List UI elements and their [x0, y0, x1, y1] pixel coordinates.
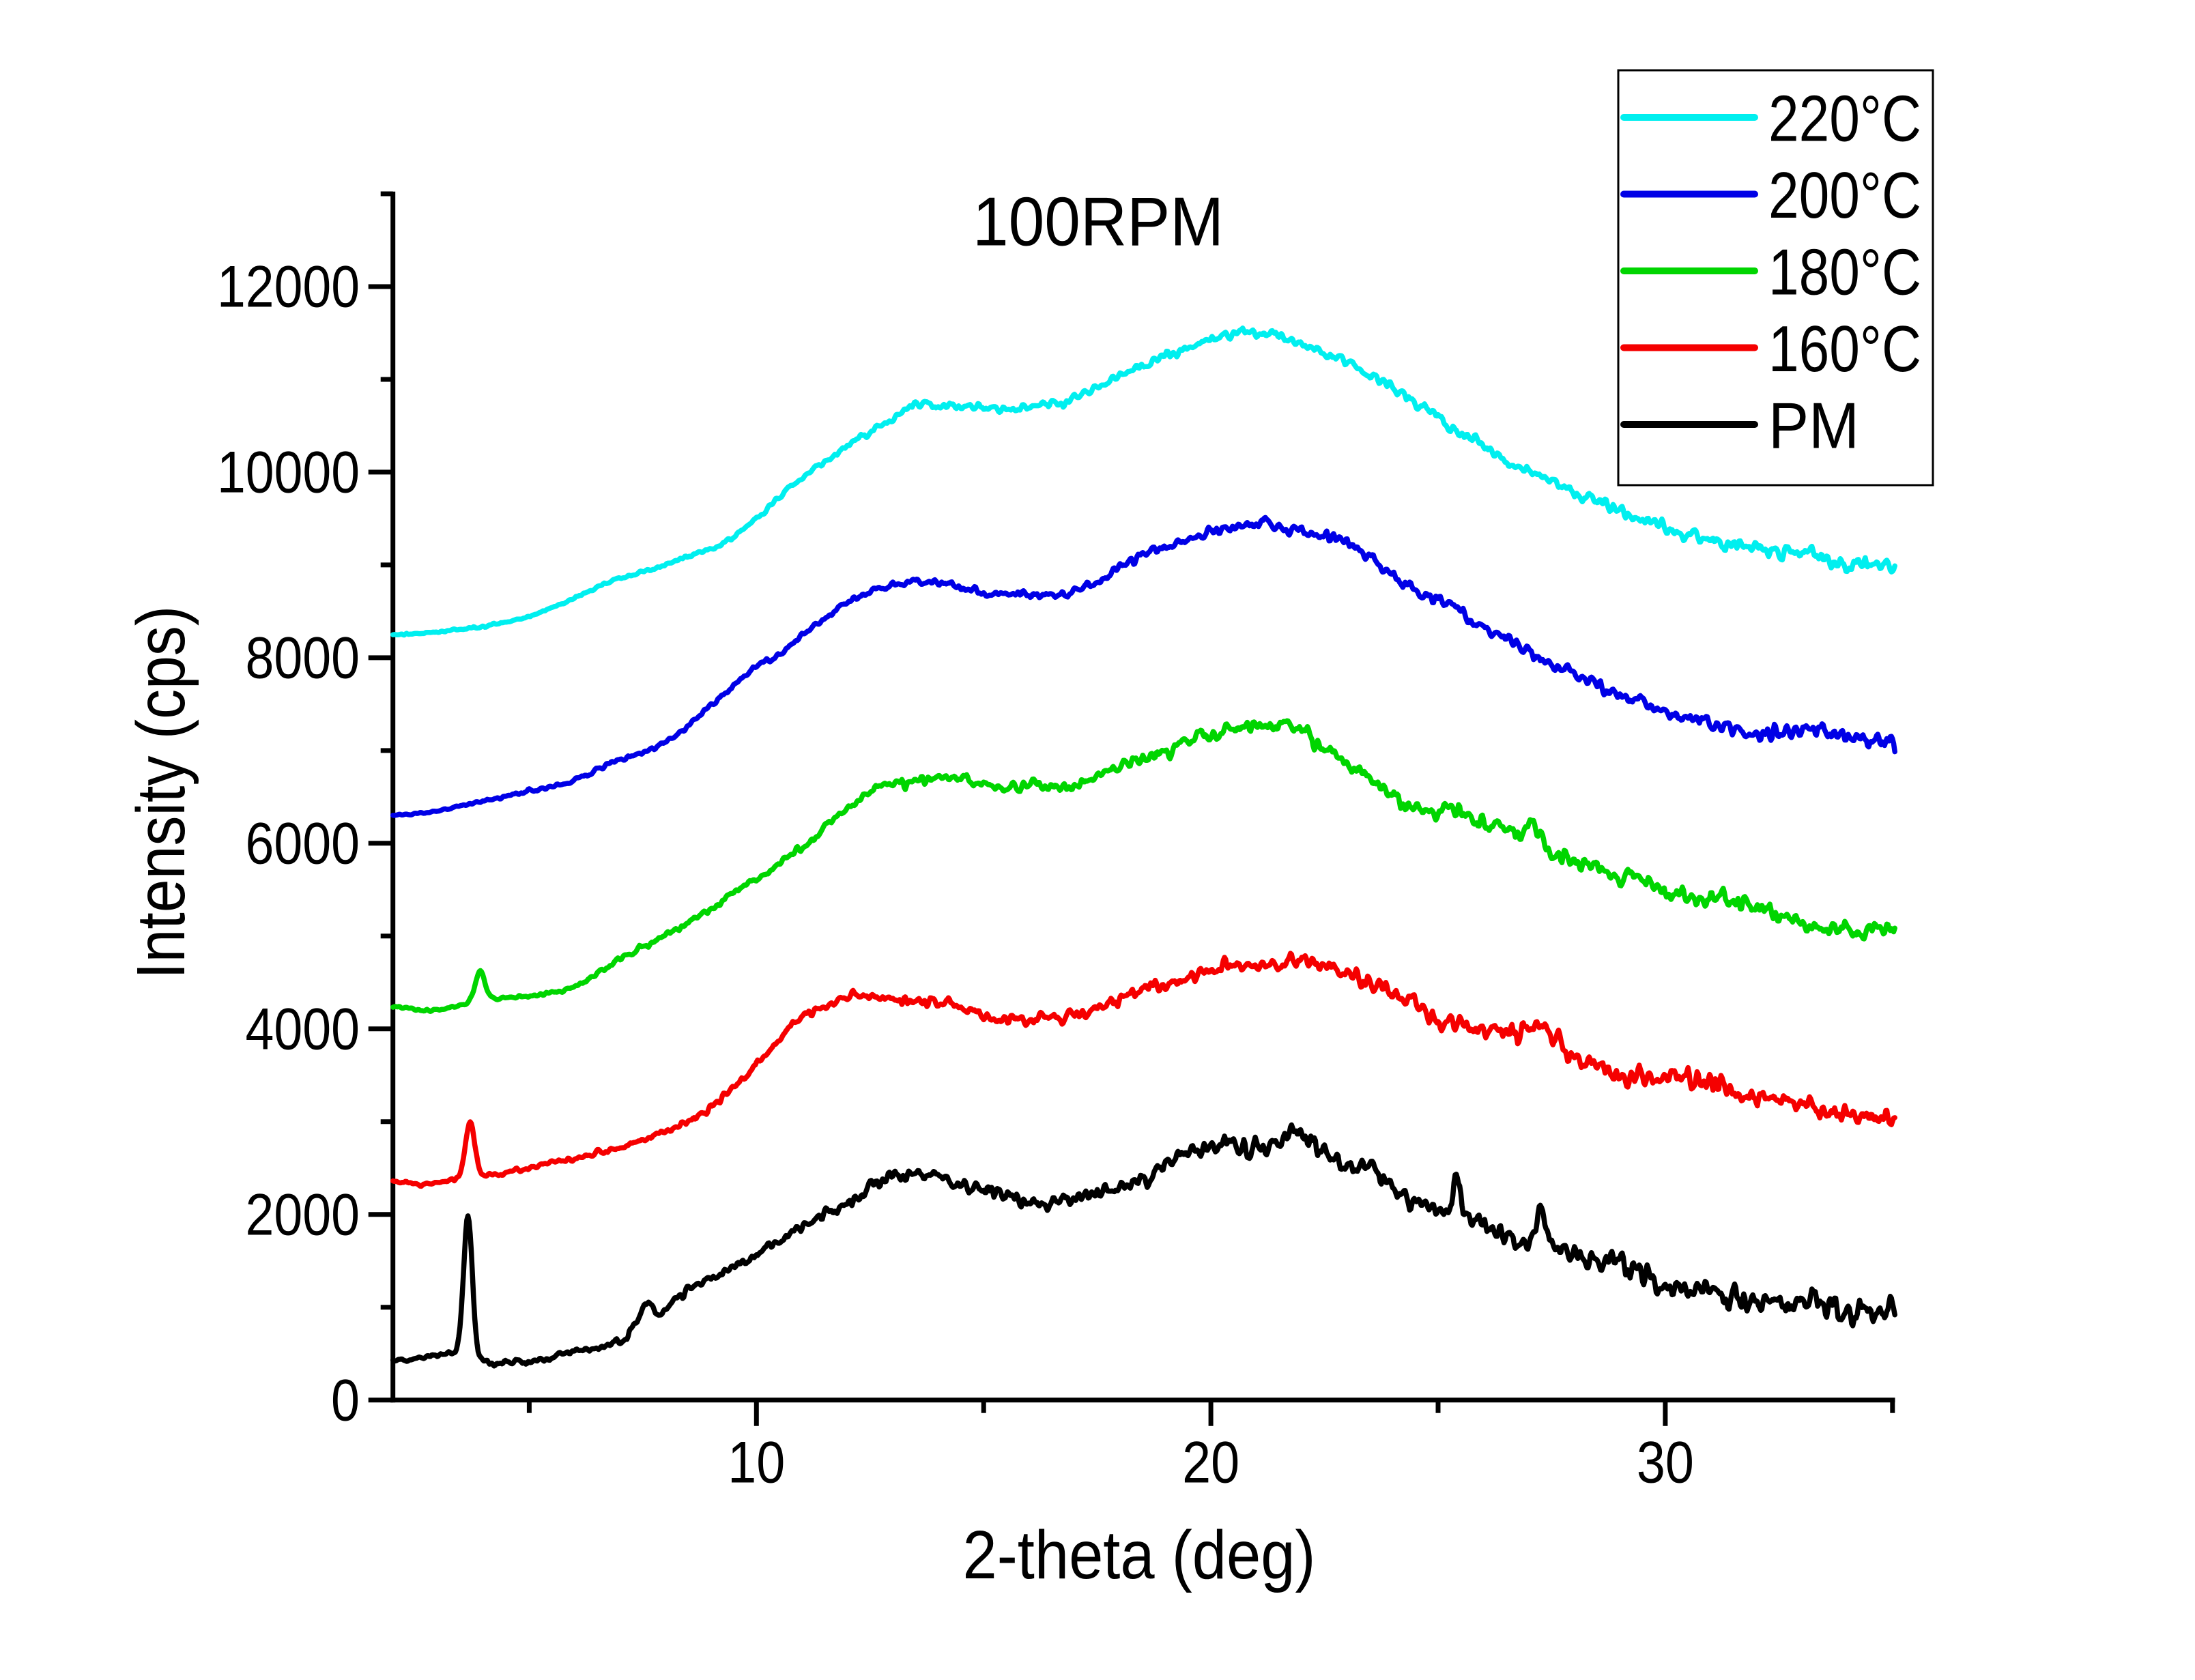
svg-text:10000: 10000 — [217, 440, 360, 506]
svg-text:4000: 4000 — [246, 996, 360, 1062]
svg-text:10: 10 — [728, 1430, 785, 1496]
svg-text:200°C: 200°C — [1768, 159, 1921, 232]
svg-text:2-theta (deg): 2-theta (deg) — [963, 1517, 1316, 1593]
svg-text:180°C: 180°C — [1768, 236, 1921, 309]
svg-text:12000: 12000 — [217, 255, 360, 320]
svg-text:20: 20 — [1182, 1430, 1239, 1496]
svg-text:8000: 8000 — [246, 626, 360, 691]
svg-text:PM: PM — [1768, 390, 1859, 463]
svg-text:160°C: 160°C — [1768, 313, 1921, 386]
svg-text:6000: 6000 — [246, 811, 360, 876]
svg-text:30: 30 — [1637, 1430, 1694, 1496]
svg-text:220°C: 220°C — [1768, 83, 1921, 156]
svg-text:0: 0 — [331, 1367, 360, 1433]
svg-text:100RPM: 100RPM — [973, 184, 1224, 261]
svg-text:Intensity (cps): Intensity (cps) — [123, 606, 199, 979]
svg-text:2000: 2000 — [246, 1182, 360, 1247]
